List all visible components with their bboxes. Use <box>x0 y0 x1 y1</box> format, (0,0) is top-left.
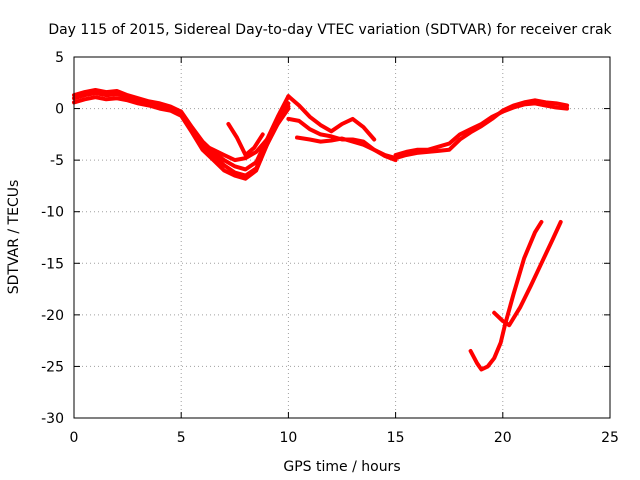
series-line-arc-3 <box>72 88 291 172</box>
y-tick-label: -10 <box>41 205 64 221</box>
y-tick-label: -25 <box>41 359 64 375</box>
series-line-arc-10 <box>468 220 544 372</box>
series-line-arc-4 <box>200 106 291 163</box>
x-tick-label: 20 <box>494 430 512 446</box>
plot-frame <box>73 56 611 419</box>
y-tick-label: -5 <box>50 153 64 169</box>
x-tick-label: 15 <box>387 430 405 446</box>
x-tick-label: 25 <box>601 430 619 446</box>
y-tick-label: 5 <box>55 50 64 66</box>
x-tick-label: 0 <box>70 430 79 446</box>
y-tick-label: -20 <box>41 308 64 324</box>
series-line-arc-5 <box>226 122 265 157</box>
y-tick-label: 0 <box>55 102 64 118</box>
x-tick-label: 10 <box>279 430 297 446</box>
x-tick-label: 5 <box>177 430 186 446</box>
series-line-arc-7 <box>286 94 377 142</box>
series-line-arc-2 <box>72 95 291 181</box>
data-series <box>72 88 570 372</box>
series-line-arc-9 <box>393 101 570 157</box>
y-axis-label: SDTVAR / TECUs <box>6 180 22 295</box>
y-tick-label: -15 <box>41 256 64 272</box>
chart-title: Day 115 of 2015, Sidereal Day-to-day VTE… <box>48 22 612 38</box>
series-line-arc-11 <box>492 220 563 328</box>
series-line-arc-8 <box>295 135 398 163</box>
x-axis-label: GPS time / hours <box>283 459 400 475</box>
y-tick-label: -30 <box>41 411 64 427</box>
